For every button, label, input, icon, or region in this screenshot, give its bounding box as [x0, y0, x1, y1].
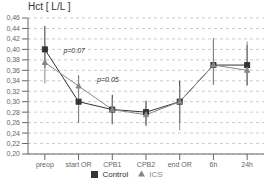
html-text:ICS: ICS	[149, 170, 163, 179]
svg-text:p=0.07: p=0.07	[62, 47, 86, 55]
svg-text:0,20: 0,20	[8, 150, 20, 157]
svg-text:end OR: end OR	[168, 161, 192, 168]
html-text:Hct [ L/L ]: Hct [ L/L ]	[28, 1, 71, 12]
svg-text:0,26: 0,26	[8, 119, 20, 126]
svg-text:6h: 6h	[210, 161, 218, 168]
svg-text:0,22: 0,22	[8, 140, 20, 147]
svg-text:0,44: 0,44	[8, 25, 20, 32]
svg-text:0,28: 0,28	[8, 109, 20, 116]
svg-text:0,46: 0,46	[8, 14, 20, 21]
svg-text:0,38: 0,38	[8, 56, 20, 63]
svg-text:0,40: 0,40	[8, 46, 20, 53]
html-text:Control: Control	[102, 170, 129, 179]
svg-text:0,34: 0,34	[8, 77, 20, 84]
svg-text:0,36: 0,36	[8, 67, 20, 74]
svg-text:0,42: 0,42	[8, 35, 20, 42]
svg-text:0,24: 0,24	[8, 130, 20, 137]
svg-text:0,30: 0,30	[8, 98, 20, 105]
svg-text:CPB1: CPB1	[103, 161, 121, 168]
svg-text:24h: 24h	[241, 161, 253, 168]
svg-text:preop: preop	[36, 161, 54, 169]
svg-text:0,32: 0,32	[8, 88, 20, 95]
svg-text:start OR: start OR	[66, 161, 92, 168]
svg-text:p=0.05: p=0.05	[96, 76, 119, 84]
svg-text:CPB2: CPB2	[137, 161, 155, 168]
